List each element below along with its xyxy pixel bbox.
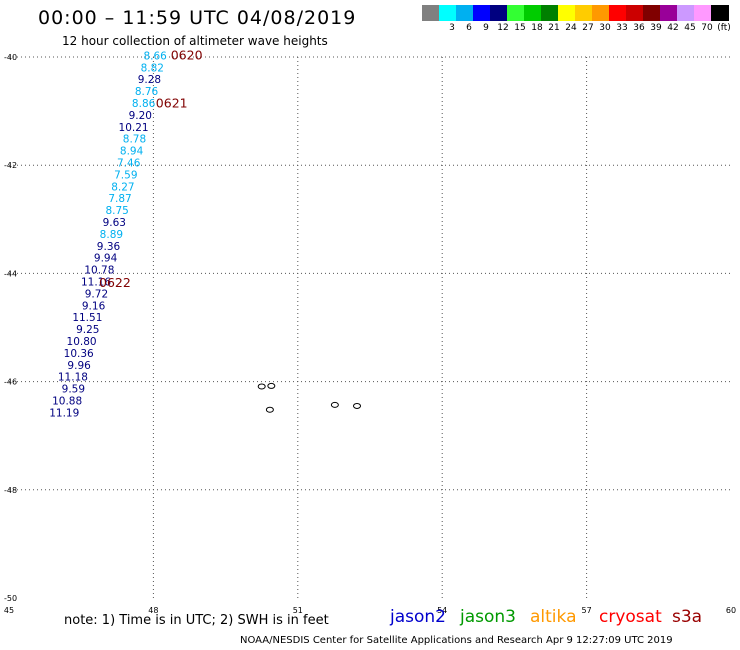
island-a (257, 383, 266, 390)
page-title: 00:00 – 11:59 UTC 04/08/2019 (38, 7, 357, 29)
lat-tick-label: -40 (4, 53, 17, 62)
wave-height-label: 8.86 (132, 98, 156, 110)
wave-height-label: 8.66 (143, 50, 167, 62)
legend-label: 42 (667, 23, 679, 33)
legend-swatch (473, 5, 491, 21)
island-c (265, 406, 274, 413)
legend-swatch (507, 5, 525, 21)
lon-tick-label: 57 (582, 606, 592, 615)
wave-height-label: 9.72 (85, 288, 108, 300)
island-e (353, 402, 362, 409)
legend-label: 18 (531, 23, 543, 33)
lat-tick-label: -44 (4, 269, 17, 278)
legend-label: 12 (497, 23, 509, 33)
legend-swatch (609, 5, 627, 21)
legend-label: (ft) (717, 23, 731, 33)
pass-time-label: 0620 (171, 47, 203, 62)
legend-label: 9 (483, 23, 489, 33)
legend-label: 36 (633, 23, 645, 33)
lon-tick-label: 51 (293, 606, 303, 615)
legend-label: 6 (466, 23, 472, 33)
pass-time-label: 0621 (156, 96, 188, 111)
wave-height-label: 8.82 (141, 62, 164, 74)
lon-tick-label: 48 (148, 606, 158, 615)
legend-swatch (422, 5, 440, 21)
legend-label: 24 (565, 23, 577, 33)
pass-time-label: 0622 (99, 275, 131, 290)
legend-swatch (524, 5, 542, 21)
lon-tick-label: 60 (726, 606, 736, 615)
legend-swatch (643, 5, 661, 21)
legend-label: 33 (616, 23, 628, 33)
legend-label: 3 (449, 23, 455, 33)
legend-swatch (660, 5, 678, 21)
wave-height-label: 9.96 (67, 360, 91, 372)
lon-tick-label: 54 (437, 606, 447, 615)
lat-tick-label: -50 (4, 594, 17, 603)
wave-height-label: 8.76 (135, 86, 159, 98)
wave-height-label: 9.28 (138, 74, 161, 86)
island-d (330, 401, 339, 408)
legend-label: 39 (650, 23, 662, 33)
wave-height-label: 10.88 (52, 396, 82, 408)
wave-height-label: 11.19 (49, 407, 79, 419)
wave-height-label: 7.87 (108, 193, 131, 205)
island-b (267, 382, 276, 389)
wave-height-label: 7.46 (117, 157, 141, 169)
legend-label: 21 (548, 23, 560, 33)
satellite-altika-label: altika (530, 607, 577, 627)
legend-swatch (456, 5, 474, 21)
page-subtitle: 12 hour collection of altimeter wave hei… (62, 34, 328, 48)
wave-height-label: 10.21 (119, 122, 149, 134)
footer-credit: NOAA/NESDIS Center for Satellite Applica… (240, 635, 673, 646)
wave-height-label: 11.18 (58, 372, 88, 384)
wave-height-label: 8.27 (111, 181, 134, 193)
legend-swatch (490, 5, 508, 21)
wave-height-label: 9.20 (129, 110, 152, 122)
legend-swatch (626, 5, 644, 21)
footer-note: note: 1) Time is in UTC; 2) SWH is in fe… (64, 613, 329, 628)
wave-height-label: 9.25 (76, 324, 99, 336)
wave-height-label: 8.94 (120, 146, 144, 158)
wave-height-label: 7.59 (114, 169, 137, 181)
lon-tick-label: 45 (4, 606, 14, 615)
wave-height-label: 10.36 (64, 348, 94, 360)
lat-tick-label: -48 (4, 486, 17, 495)
legend-swatch (558, 5, 576, 21)
wave-height-label: 10.80 (67, 336, 97, 348)
wave-height-label: 9.16 (82, 300, 106, 312)
wave-height-label: 9.63 (103, 217, 126, 229)
legend-swatch (711, 5, 729, 21)
legend-swatch (575, 5, 593, 21)
lat-tick-label: -42 (4, 161, 17, 170)
wave-height-label: 10.78 (84, 265, 114, 277)
satellite-jason3-label: jason3 (460, 607, 516, 627)
wave-height-label: 8.89 (100, 229, 123, 241)
wave-height-label: 11.51 (72, 312, 102, 324)
lat-tick-label: -46 (4, 378, 17, 387)
legend-label: 45 (684, 23, 696, 33)
wave-height-label: 9.94 (94, 253, 118, 265)
satellite-cryosat-label: cryosat (599, 607, 662, 627)
satellite-s3a-label: s3a (672, 607, 703, 627)
wave-height-label: 8.78 (123, 134, 146, 146)
legend-label: 27 (582, 23, 594, 33)
wave-height-label: 9.36 (97, 241, 121, 253)
wave-height-label: 9.59 (62, 384, 85, 396)
satellite-jason2-label: jason2 (390, 607, 446, 627)
legend-swatch (677, 5, 695, 21)
legend-swatch (694, 5, 712, 21)
legend-label: 70 (701, 23, 713, 33)
legend-label: 30 (599, 23, 611, 33)
wave-height-label: 8.75 (105, 205, 128, 217)
legend-swatch (592, 5, 610, 21)
wave-height-label: 11.16 (81, 277, 111, 289)
legend-swatch (541, 5, 559, 21)
legend-label: 15 (514, 23, 526, 33)
legend-swatch (439, 5, 457, 21)
